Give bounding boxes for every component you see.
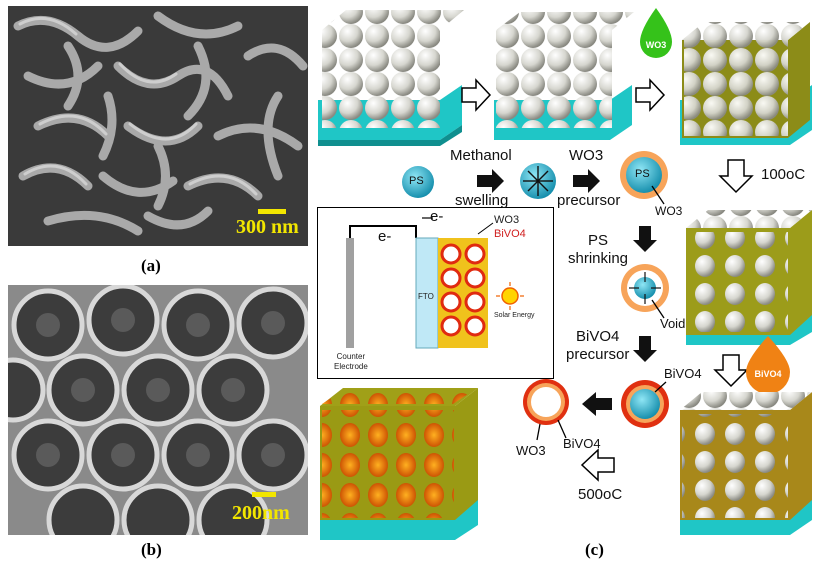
arrow-down-100c xyxy=(718,159,754,194)
arrow-2 xyxy=(635,78,666,112)
scale-label-a: 300 nm xyxy=(236,216,299,238)
bivo4-droplet-label: BiVO4 xyxy=(754,369,782,379)
scale-label-b: 200nm xyxy=(232,502,290,524)
bivo4-coat-label: BiVO4 xyxy=(664,366,702,381)
ps-label: PS xyxy=(409,175,424,187)
wo3-coated-ps-label: PS xyxy=(635,168,650,180)
methanol-label: Methanol xyxy=(450,147,512,164)
counter-electrode-bar xyxy=(346,238,354,348)
inset-drawing xyxy=(346,217,524,349)
shrunk-ps-core xyxy=(634,277,656,299)
sun-rays-icon xyxy=(496,282,524,310)
film-pores xyxy=(440,243,486,337)
caption-c: (c) xyxy=(585,540,604,559)
wo3-pointer xyxy=(651,185,665,205)
sem-image-a xyxy=(8,6,308,246)
circuit-wire xyxy=(349,225,417,238)
ps-opal-cube-2 xyxy=(494,12,634,140)
wo3-precursor-label-1: WO3 xyxy=(569,147,604,164)
final-wo3-pointer xyxy=(536,423,541,441)
wo3-leader xyxy=(477,222,494,235)
scale-bar-b xyxy=(252,492,276,497)
inset-electron-right: e- xyxy=(430,208,444,225)
arrow-1 xyxy=(461,78,492,112)
ps-shrinking-label: PS shrinking xyxy=(568,232,629,267)
bivo4-coat-pointer xyxy=(654,381,667,393)
arrow-wo3-precursor xyxy=(573,169,600,193)
void-pointer xyxy=(651,299,665,319)
arrow-left-calcine xyxy=(582,392,612,416)
inset-electron-left: e- xyxy=(378,228,392,245)
inverse-opal-cube xyxy=(320,388,478,540)
ps-opal-cube-1 xyxy=(318,10,464,146)
swelling-label: swelling xyxy=(455,192,509,209)
sun-icon xyxy=(501,287,519,305)
bivo4-droplet xyxy=(746,336,790,394)
ps-sphere xyxy=(402,166,434,198)
inset-counter-label: Counter Electrode xyxy=(334,352,368,371)
label-500c: 500oC xyxy=(578,486,623,503)
arrow-methanol xyxy=(477,169,504,193)
bivo4-coated-cube xyxy=(680,392,812,535)
bivo4-precursor-label: BiVO4 precursor xyxy=(566,328,630,363)
arrow-left-500c xyxy=(580,448,615,482)
inset-solar-label: Solar Energy xyxy=(494,312,535,319)
caption-b: (b) xyxy=(141,540,162,559)
inset-wo3-label: WO3 xyxy=(494,214,520,226)
inset-bivo4-label: BiVO4 xyxy=(494,228,526,240)
shrinking-arrows xyxy=(629,272,661,304)
wo3-infiltrated-cube xyxy=(680,22,812,145)
scale-bar-a xyxy=(258,209,286,214)
label-100c: 100oC xyxy=(761,166,806,183)
hollow-shell-core xyxy=(531,387,561,417)
wo3-coated-ps-core xyxy=(626,157,662,193)
arrow-bivo4-precursor xyxy=(633,336,657,362)
bivo4-coated-shell-core xyxy=(630,389,660,419)
wo3-precursor-label-2: precursor xyxy=(557,192,621,209)
wo3-droplet-label: WO3 xyxy=(645,40,667,50)
swelling-arrows xyxy=(523,166,553,196)
photoelectrode-inset: e- e- WO3 BiVO4 FTO Solar Energy Counter… xyxy=(317,207,554,379)
final-wo3-label: WO3 xyxy=(516,443,546,458)
arrow-ps-shrinking xyxy=(633,226,657,252)
sem-a-texture xyxy=(8,6,308,246)
final-bivo4-pointer xyxy=(557,419,567,439)
wo3-cube-right xyxy=(686,210,812,345)
caption-a: (a) xyxy=(141,256,161,275)
final-bivo4-label: BiVO4 xyxy=(563,436,601,451)
inset-fto-label: FTO xyxy=(418,292,434,301)
void-label: Void xyxy=(660,316,686,331)
arrow-down-bivo4 xyxy=(713,354,749,388)
wo3-shell-label: WO3 xyxy=(655,204,683,218)
wo3-droplet xyxy=(640,8,672,58)
